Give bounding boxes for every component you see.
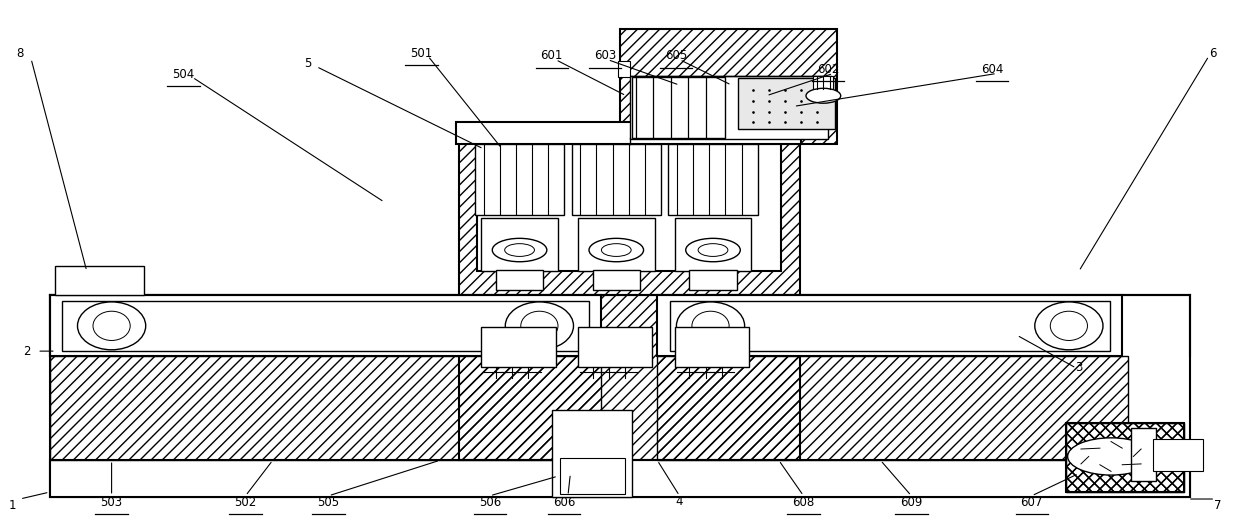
Text: 4: 4 <box>676 495 683 508</box>
Bar <box>813 76 833 90</box>
Bar <box>620 29 837 144</box>
Ellipse shape <box>506 302 573 350</box>
Bar <box>496 270 543 290</box>
Text: 505: 505 <box>317 496 340 509</box>
Text: 506: 506 <box>479 496 501 509</box>
Text: 7: 7 <box>1214 499 1221 512</box>
Bar <box>50 295 601 356</box>
Bar <box>675 218 751 271</box>
Bar <box>668 144 758 215</box>
Ellipse shape <box>677 302 744 350</box>
Bar <box>475 144 564 215</box>
Bar <box>552 410 632 497</box>
Circle shape <box>505 244 534 256</box>
Text: 609: 609 <box>900 496 923 509</box>
Ellipse shape <box>1050 311 1087 340</box>
Bar <box>675 327 749 367</box>
Text: 3: 3 <box>1075 361 1083 373</box>
Text: 504: 504 <box>172 68 195 81</box>
Bar <box>670 301 1110 351</box>
Text: 6: 6 <box>1209 47 1216 60</box>
Ellipse shape <box>77 302 146 350</box>
Text: 603: 603 <box>594 49 616 62</box>
Ellipse shape <box>93 311 130 340</box>
Circle shape <box>601 244 631 256</box>
Text: 608: 608 <box>792 496 815 509</box>
Text: 601: 601 <box>541 49 563 62</box>
Bar <box>481 327 556 367</box>
Bar <box>456 122 801 144</box>
Bar <box>630 76 828 139</box>
Ellipse shape <box>1034 302 1102 350</box>
Bar <box>578 218 655 271</box>
Bar <box>818 79 828 100</box>
Bar <box>657 295 1122 356</box>
Circle shape <box>589 238 644 262</box>
Bar <box>593 270 640 290</box>
Bar <box>50 295 1190 497</box>
Circle shape <box>686 238 740 262</box>
Text: 1: 1 <box>9 499 16 512</box>
Bar <box>618 61 630 77</box>
Circle shape <box>1068 438 1154 475</box>
Bar <box>689 270 737 290</box>
Text: 503: 503 <box>100 496 123 509</box>
Bar <box>50 460 1190 497</box>
Bar <box>459 133 800 460</box>
Text: 607: 607 <box>1021 496 1043 509</box>
Bar <box>657 356 1128 460</box>
Bar <box>1153 439 1203 471</box>
Bar <box>1131 428 1156 481</box>
Bar <box>632 77 725 138</box>
Bar <box>572 144 661 215</box>
Text: 5: 5 <box>304 57 311 70</box>
Text: 602: 602 <box>817 63 839 76</box>
Bar <box>477 133 781 271</box>
Bar <box>55 266 144 295</box>
Text: 604: 604 <box>981 63 1003 76</box>
Circle shape <box>492 238 547 262</box>
Bar <box>62 301 589 351</box>
Bar <box>738 78 835 129</box>
Text: 605: 605 <box>665 49 687 62</box>
Bar <box>481 218 558 271</box>
Text: 8: 8 <box>16 47 24 60</box>
Bar <box>578 327 652 367</box>
Ellipse shape <box>692 311 729 340</box>
Bar <box>560 458 625 494</box>
Circle shape <box>806 88 841 103</box>
Bar <box>1066 423 1184 492</box>
Bar <box>1066 423 1184 492</box>
Text: 501: 501 <box>410 47 433 60</box>
Text: 2: 2 <box>24 345 31 358</box>
Circle shape <box>698 244 728 256</box>
Text: 502: 502 <box>234 496 257 509</box>
Bar <box>50 356 601 460</box>
Bar <box>1066 423 1184 492</box>
Ellipse shape <box>521 311 558 340</box>
Text: 606: 606 <box>553 496 575 509</box>
